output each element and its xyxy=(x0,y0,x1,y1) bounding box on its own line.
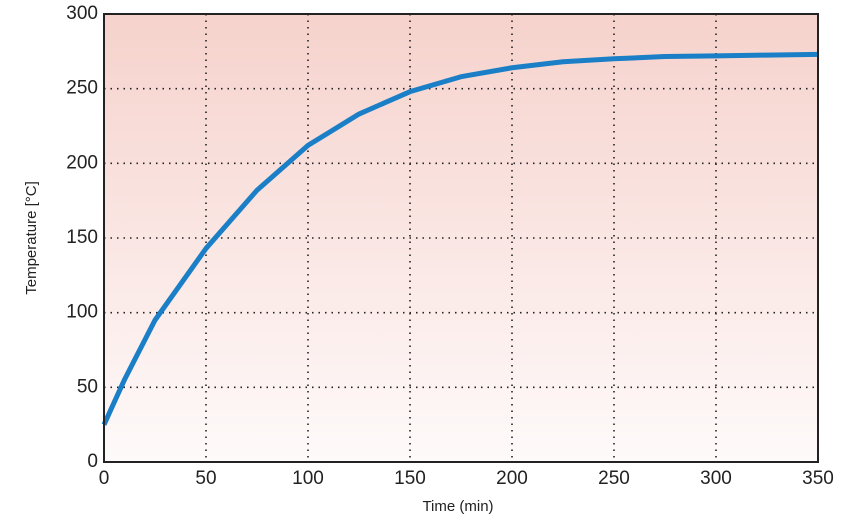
x-tick-label: 200 xyxy=(496,468,528,489)
plot-background xyxy=(104,14,818,462)
x-tick-label: 150 xyxy=(394,468,426,489)
y-tick-label: 250 xyxy=(66,78,98,99)
y-axis-label: Temperature [°C] xyxy=(23,181,40,295)
x-tick-label: 0 xyxy=(99,468,110,489)
y-tick-label: 150 xyxy=(66,227,98,248)
x-axis-label: Time (min) xyxy=(422,498,493,515)
x-tick-label: 50 xyxy=(195,468,216,489)
x-tick-label: 100 xyxy=(292,468,324,489)
x-tick-label: 250 xyxy=(598,468,630,489)
data-line xyxy=(101,51,819,426)
y-tick-label: 200 xyxy=(66,152,98,173)
y-tick-label: 50 xyxy=(77,376,98,397)
y-tick-label: 300 xyxy=(66,3,98,24)
y-tick-label: 100 xyxy=(66,302,98,323)
x-tick-label: 350 xyxy=(802,468,834,489)
plot-frame xyxy=(103,13,819,463)
x-tick-label: 300 xyxy=(700,468,732,489)
y-tick-label: 0 xyxy=(87,451,98,472)
